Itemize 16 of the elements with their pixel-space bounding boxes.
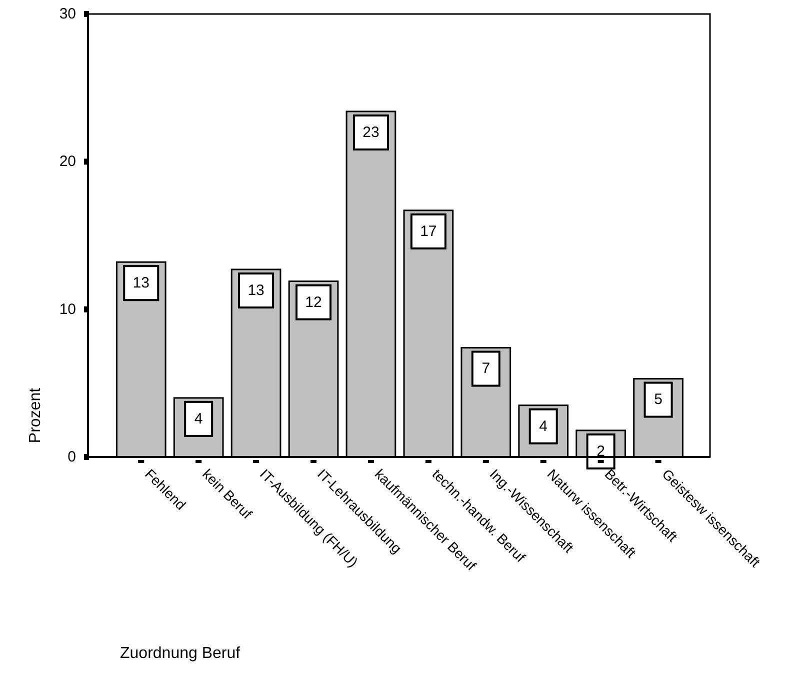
data-label: 12 xyxy=(305,294,322,311)
data-label: 2 xyxy=(596,442,605,460)
data-label: 23 xyxy=(362,124,380,141)
y-axis-title: Prozent xyxy=(27,387,44,444)
data-label: 13 xyxy=(132,274,150,292)
x-axis-title: Zuordnung Beruf xyxy=(120,645,241,662)
data-label: 7 xyxy=(482,360,490,378)
y-tick-label: 20 xyxy=(59,153,76,170)
data-label: 4 xyxy=(539,418,548,435)
y-tick-label: 0 xyxy=(68,448,76,466)
y-tick-label: 10 xyxy=(59,300,76,318)
data-label: 17 xyxy=(420,222,437,240)
data-label: 4 xyxy=(194,410,203,428)
y-tick-label: 30 xyxy=(59,6,76,22)
data-label: 5 xyxy=(654,391,662,408)
data-label: 13 xyxy=(248,282,264,299)
